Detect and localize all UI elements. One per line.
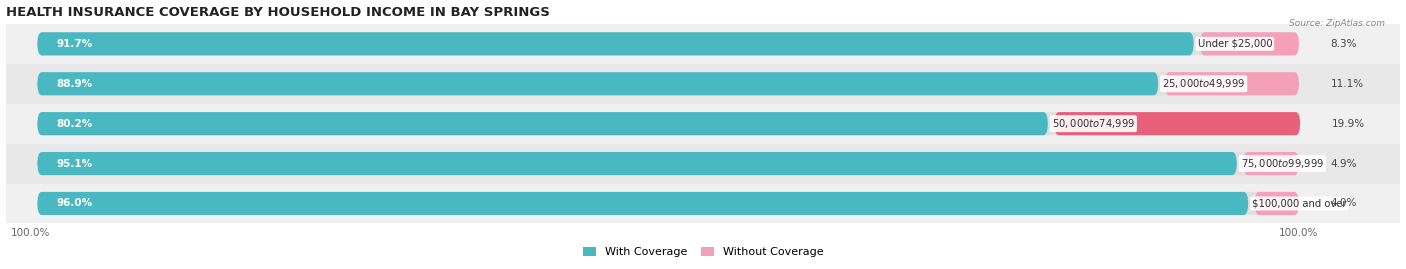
Text: 4.0%: 4.0% xyxy=(1330,199,1357,208)
Text: 96.0%: 96.0% xyxy=(56,199,93,208)
FancyBboxPatch shape xyxy=(1164,72,1299,95)
FancyBboxPatch shape xyxy=(37,192,1292,215)
FancyBboxPatch shape xyxy=(1054,112,1301,135)
Text: $100,000 and over: $100,000 and over xyxy=(1253,199,1347,208)
FancyBboxPatch shape xyxy=(37,32,1292,55)
Text: 19.9%: 19.9% xyxy=(1331,119,1365,129)
Text: Source: ZipAtlas.com: Source: ZipAtlas.com xyxy=(1289,19,1385,28)
FancyBboxPatch shape xyxy=(1243,152,1299,175)
FancyBboxPatch shape xyxy=(1254,192,1299,215)
FancyBboxPatch shape xyxy=(37,32,1194,55)
Bar xyxy=(6,183,1400,224)
Text: 88.9%: 88.9% xyxy=(56,79,93,89)
Text: $50,000 to $74,999: $50,000 to $74,999 xyxy=(1052,117,1135,130)
Legend: With Coverage, Without Coverage: With Coverage, Without Coverage xyxy=(578,242,828,262)
Text: HEALTH INSURANCE COVERAGE BY HOUSEHOLD INCOME IN BAY SPRINGS: HEALTH INSURANCE COVERAGE BY HOUSEHOLD I… xyxy=(6,6,550,19)
FancyBboxPatch shape xyxy=(37,152,1237,175)
FancyBboxPatch shape xyxy=(37,72,1159,95)
Text: 4.9%: 4.9% xyxy=(1330,158,1357,169)
Text: 95.1%: 95.1% xyxy=(56,158,93,169)
Text: 11.1%: 11.1% xyxy=(1330,79,1364,89)
Bar xyxy=(6,104,1400,144)
FancyBboxPatch shape xyxy=(37,72,1292,95)
Text: $25,000 to $49,999: $25,000 to $49,999 xyxy=(1161,77,1246,90)
FancyBboxPatch shape xyxy=(37,112,1292,135)
FancyBboxPatch shape xyxy=(1201,32,1299,55)
Text: 91.7%: 91.7% xyxy=(56,39,93,49)
Bar xyxy=(6,144,1400,183)
Bar xyxy=(6,24,1400,64)
Text: Under $25,000: Under $25,000 xyxy=(1198,39,1272,49)
Text: $75,000 to $99,999: $75,000 to $99,999 xyxy=(1240,157,1324,170)
Text: 8.3%: 8.3% xyxy=(1330,39,1357,49)
FancyBboxPatch shape xyxy=(37,152,1292,175)
Bar xyxy=(6,64,1400,104)
Text: 80.2%: 80.2% xyxy=(56,119,93,129)
FancyBboxPatch shape xyxy=(37,192,1249,215)
FancyBboxPatch shape xyxy=(37,112,1047,135)
